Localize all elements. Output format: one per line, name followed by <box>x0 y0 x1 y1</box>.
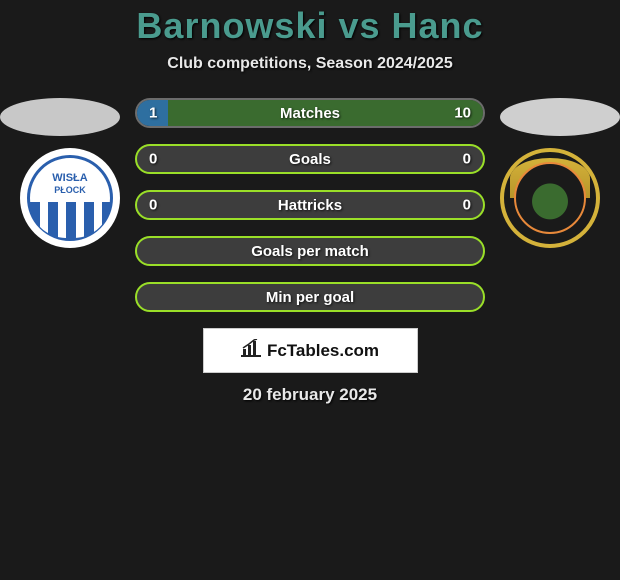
club-badge-right-circle <box>500 148 600 248</box>
club-badge-left-text: WISŁA PŁOCK <box>30 172 110 196</box>
club-badge-left-line2: PŁOCK <box>54 185 86 195</box>
club-badge-right-inner <box>514 162 586 234</box>
club-badge-left: WISŁA PŁOCK <box>20 148 120 248</box>
stat-label: Matches <box>280 105 340 122</box>
club-badge-left-stripes <box>30 202 110 238</box>
stat-row: 0 Goals 0 <box>135 144 485 174</box>
club-badge-left-inner: WISŁA PŁOCK <box>27 155 113 241</box>
attribution-logo[interactable]: FcTables.com <box>203 328 418 373</box>
club-badge-right <box>500 148 600 248</box>
chart-icon <box>241 339 261 362</box>
player-marker-left <box>0 98 120 136</box>
stat-value-left: 0 <box>149 197 157 214</box>
page-subtitle: Club competitions, Season 2024/2025 <box>0 55 620 73</box>
stat-value-right: 10 <box>454 105 471 122</box>
stat-value-right: 0 <box>463 151 471 168</box>
stat-value-right: 0 <box>463 197 471 214</box>
stat-label: Goals per match <box>251 243 369 260</box>
stat-row: 0 Hattricks 0 <box>135 190 485 220</box>
club-badge-left-circle: WISŁA PŁOCK <box>20 148 120 248</box>
stat-rows: 1 Matches 10 0 Goals 0 0 Hattricks 0 Goals per ma… <box>135 98 485 312</box>
stats-area: WISŁA PŁOCK 1Matches100Goals00Hattricks0… <box>0 98 620 312</box>
stat-row: 1 Matches 10 <box>135 98 485 128</box>
player-marker-right <box>500 98 620 136</box>
stat-label: Min per goal <box>266 289 354 306</box>
comparison-card: Barnowski vs Hanc Club competitions, Sea… <box>0 0 620 405</box>
stat-label: Goals <box>289 151 331 168</box>
date-label: 20 february 2025 <box>0 385 620 405</box>
club-badge-left-line1: WISŁA <box>52 172 87 184</box>
stat-row: Goals per match <box>135 236 485 266</box>
stat-value-left: 1 <box>149 105 157 122</box>
attribution-text: FcTables.com <box>267 341 379 361</box>
stat-label: Hattricks <box>278 197 342 214</box>
page-title: Barnowski vs Hanc <box>0 5 620 47</box>
stat-row: Min per goal <box>135 282 485 312</box>
stat-value-left: 0 <box>149 151 157 168</box>
